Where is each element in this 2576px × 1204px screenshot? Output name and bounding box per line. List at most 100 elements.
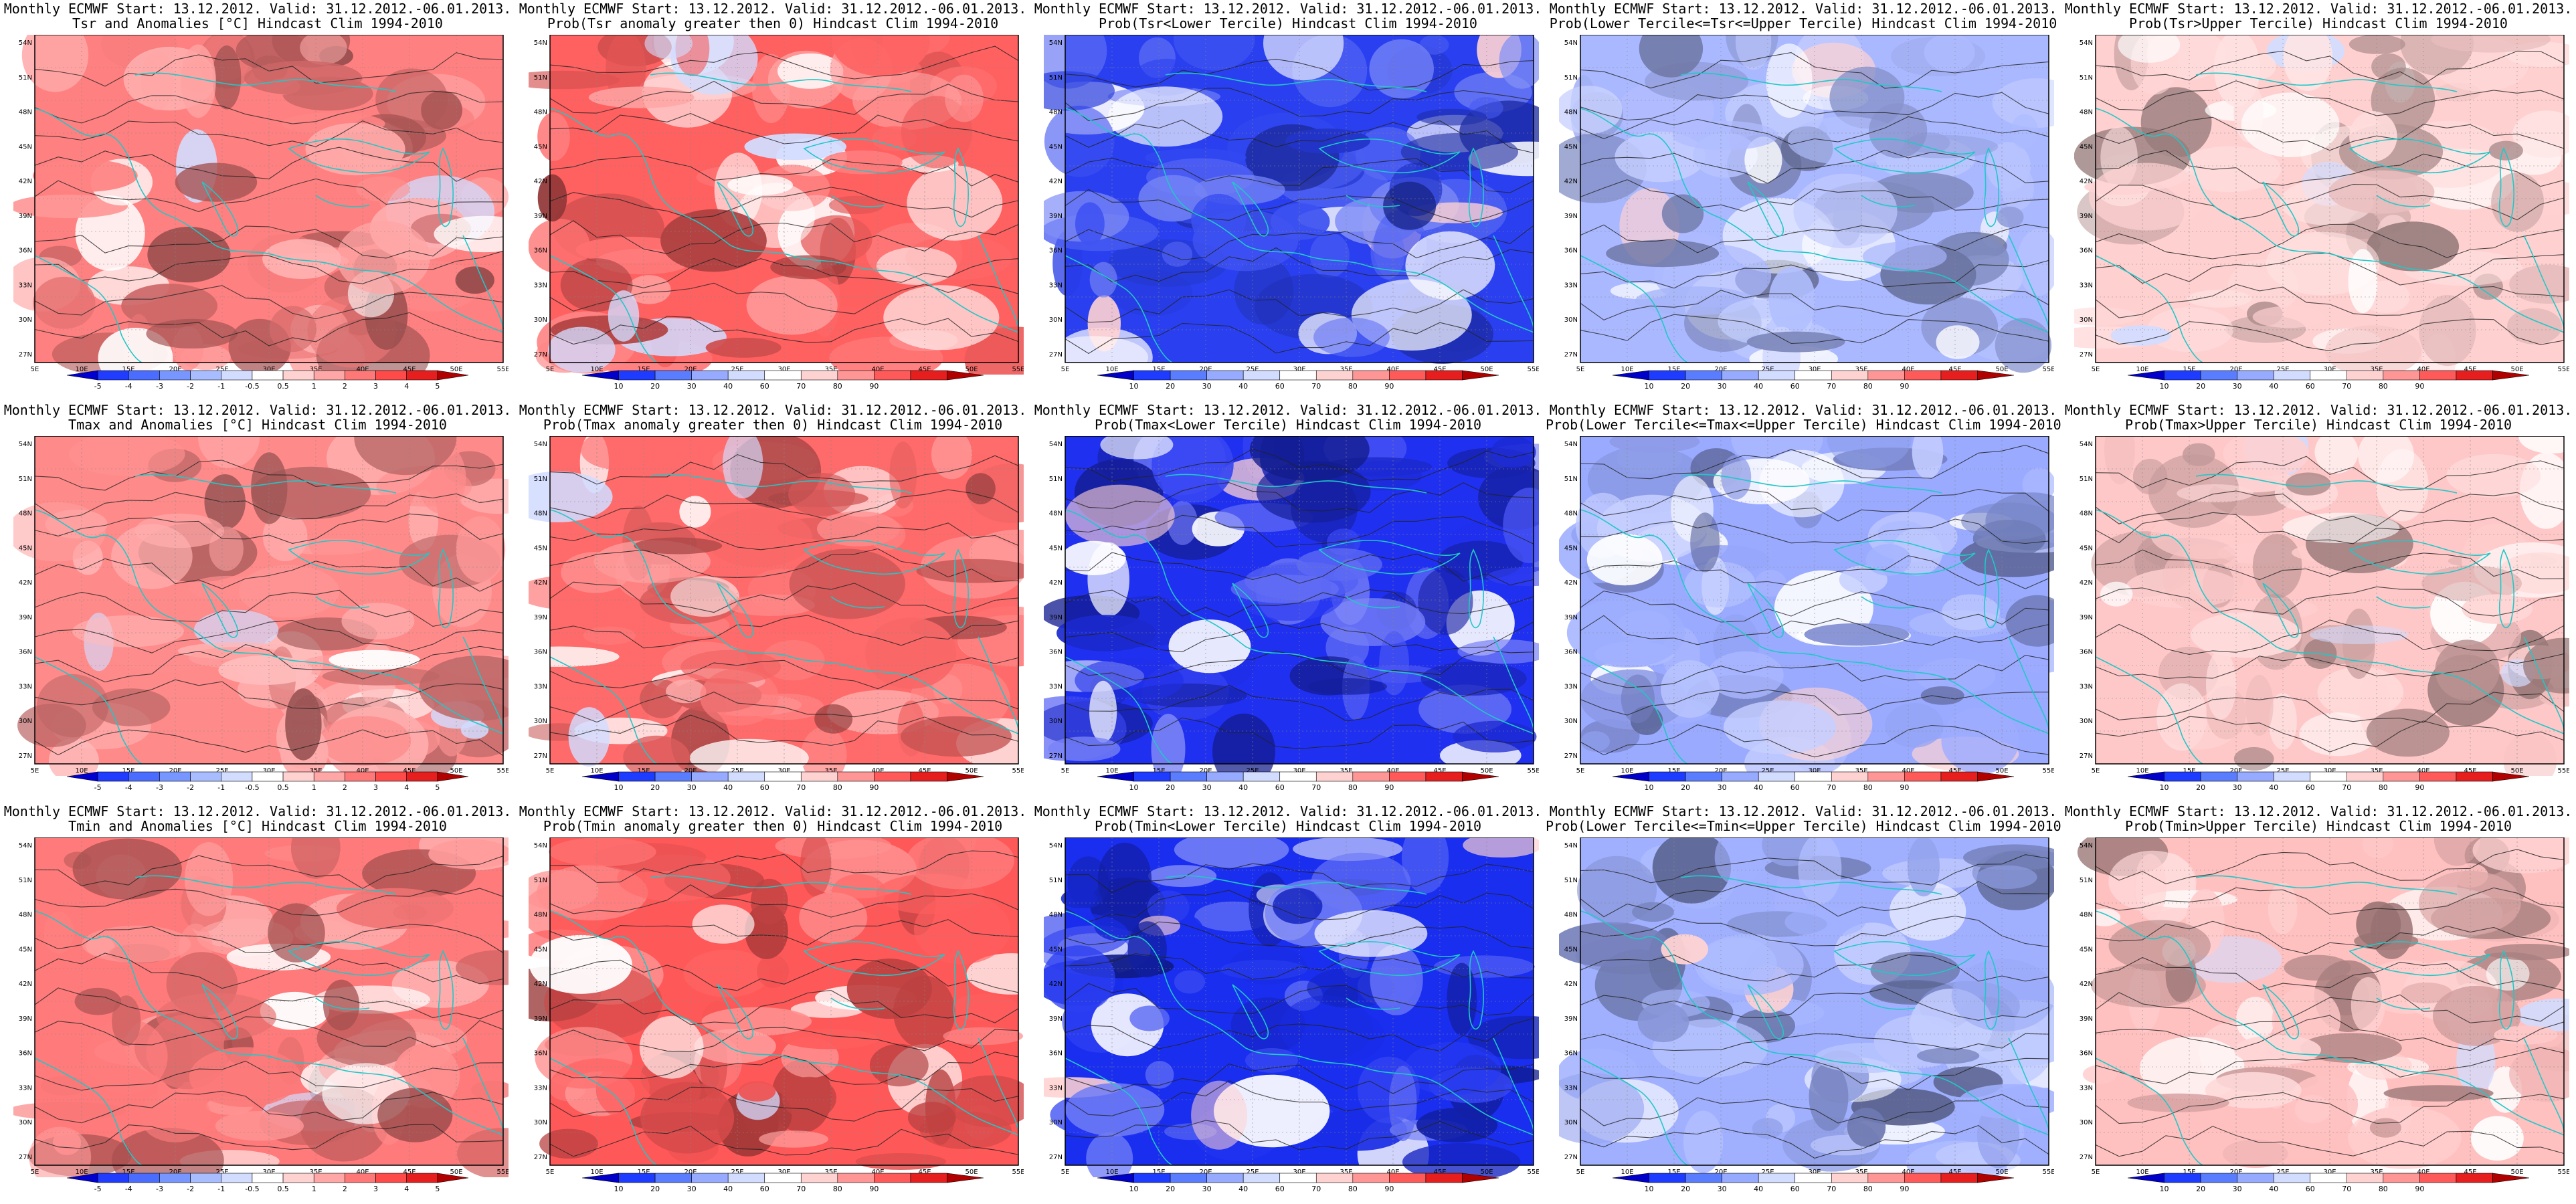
field-patch <box>790 1001 864 1018</box>
panel-title-line2: Prob(Tmin anomaly greater then 0) Hindca… <box>543 818 1003 834</box>
longitude-label: 45E <box>1433 1169 1446 1176</box>
latitude-label: 51N <box>2080 877 2093 884</box>
colorbar-swatch <box>2419 370 2457 381</box>
field-patch <box>1815 1043 1922 1073</box>
longitude-label: 45E <box>1948 1169 1961 1176</box>
field-patch <box>913 894 1010 965</box>
longitude-label: 25E <box>215 1169 228 1176</box>
map-frame <box>1580 436 2049 765</box>
colorbar: 10 20 30 40 60 70 80 90 <box>1612 771 2015 792</box>
field-patch <box>568 707 610 767</box>
field-patch <box>692 904 755 944</box>
latitude-label: 48N <box>19 109 32 116</box>
longitude-label: 25E <box>2276 1169 2289 1176</box>
contour-line <box>1580 555 2049 589</box>
longitude-label: 55E <box>2557 366 2569 373</box>
field-patch <box>48 738 99 776</box>
contour-line <box>34 924 504 953</box>
field-patch <box>2127 1093 2229 1112</box>
contour-line <box>1065 921 1534 949</box>
colorbar-label: 10 <box>2160 1185 2169 1193</box>
field-patch <box>341 603 415 640</box>
longitude-label: 5E <box>2092 1169 2100 1176</box>
longitude-label: 45E <box>1948 767 1961 775</box>
contour-line <box>34 146 504 182</box>
longitude-label: 55E <box>1527 1169 1539 1176</box>
field-patch <box>2005 595 2054 647</box>
contour-line <box>549 691 1019 723</box>
colorbar-label: 1 <box>312 783 316 792</box>
forecast-map: 54N 51N 48N 45N 42N 39N 36N 33N 30N 27N 5E 10E 15E 20… <box>1044 837 1539 1177</box>
field-patch <box>1699 938 1777 990</box>
field-patch <box>1862 241 1947 272</box>
longitude-label: 35E <box>824 366 837 373</box>
coastline <box>1468 147 1484 227</box>
field-patch <box>2233 746 2274 771</box>
longitude-label: 20E <box>1714 767 1727 775</box>
field-patch <box>1220 959 1307 980</box>
field-patch <box>2362 837 2393 859</box>
field-patch <box>2433 837 2480 866</box>
panel-title-line1: Monthly ECMWF Start: 13.12.2012. Valid: … <box>1549 803 2057 819</box>
map-panel: Monthly ECMWF Start: 13.12.2012. Valid: … <box>515 803 1030 1204</box>
colorbar-label: 0.5 <box>277 1185 289 1193</box>
colorbar-swatch <box>97 370 129 381</box>
longitude-label: 30E <box>1293 767 1305 775</box>
panel-title-line1: Monthly ECMWF Start: 13.12.2012. Valid: … <box>1034 803 1542 819</box>
contour-line <box>1580 314 2049 344</box>
field-patch <box>1108 86 1223 147</box>
field-patch <box>209 526 244 571</box>
colorbar-swatch <box>406 1173 438 1183</box>
contour-line <box>1065 448 1534 482</box>
colorbar-swatch <box>221 771 253 782</box>
map-panel: Monthly ECMWF Start: 13.12.2012. Valid: … <box>515 0 1030 401</box>
colorbar-label: 30 <box>687 382 697 391</box>
colorbar-label: 30 <box>2233 382 2242 391</box>
latitude-label: 39N <box>1049 213 1063 220</box>
coastline <box>2376 195 2431 207</box>
field-patch <box>189 1047 301 1107</box>
colorbar-swatch <box>2346 771 2384 782</box>
field-patch <box>1936 325 1980 359</box>
field-patch <box>916 559 1024 583</box>
map-frame <box>549 837 1019 1166</box>
colorbar-swatch <box>66 370 98 381</box>
colorbar-swatch <box>1867 771 1905 782</box>
longitude-label: 25E <box>1761 366 1774 373</box>
panel-title-line1: Monthly ECMWF Start: 13.12.2012. Valid: … <box>1034 402 1542 418</box>
colorbar-label: 10 <box>614 382 624 391</box>
forecast-map: 54N 51N 48N 45N 42N 39N 36N 33N 30N 27N 5E 10E 15E 20… <box>529 436 1024 776</box>
colorbar-swatch <box>1685 370 1722 381</box>
latitude-label: 54N <box>19 842 32 849</box>
colorbar-swatch <box>1097 771 1134 782</box>
latitude-label: 27N <box>19 351 32 359</box>
latitude-label: 45N <box>534 544 547 552</box>
forecast-map: 54N 51N 48N 45N 42N 39N 36N 33N 30N 27N 5E 10E 15E 20… <box>1559 837 2054 1177</box>
contour-line <box>2095 456 2565 491</box>
longitude-label: 15E <box>122 767 134 775</box>
colorbar-swatch <box>727 1173 765 1183</box>
colorbar-swatch <box>2492 1173 2530 1183</box>
latitude-label: 48N <box>19 912 32 919</box>
longitude-label: 50E <box>965 366 978 373</box>
forecast-map: 54N 51N 48N 45N 42N 39N 36N 33N 30N 27N 5E 10E 15E 20… <box>1044 436 1539 776</box>
latitude-label: 39N <box>534 614 547 621</box>
latitude-label: 48N <box>2080 109 2093 116</box>
field-patch <box>456 950 509 985</box>
colorbar-swatch <box>2492 370 2530 381</box>
colorbar-swatch <box>1940 1173 1978 1183</box>
field-patch <box>723 436 763 499</box>
latitude-label: 39N <box>19 1015 32 1023</box>
field-patch <box>13 1102 126 1120</box>
latitude-label: 33N <box>19 1084 32 1092</box>
coastline <box>978 235 1019 330</box>
colorbar-label: 80 <box>1863 783 1873 792</box>
colorbar-swatch <box>1795 370 1832 381</box>
coastline <box>1065 1058 1173 1166</box>
map-frame <box>549 436 1019 765</box>
colorbar-swatch <box>345 370 376 381</box>
contour-line <box>1580 655 2049 688</box>
latitude-label: 33N <box>2080 683 2093 690</box>
coastline <box>1580 509 2049 734</box>
field-patch <box>1044 71 1115 111</box>
